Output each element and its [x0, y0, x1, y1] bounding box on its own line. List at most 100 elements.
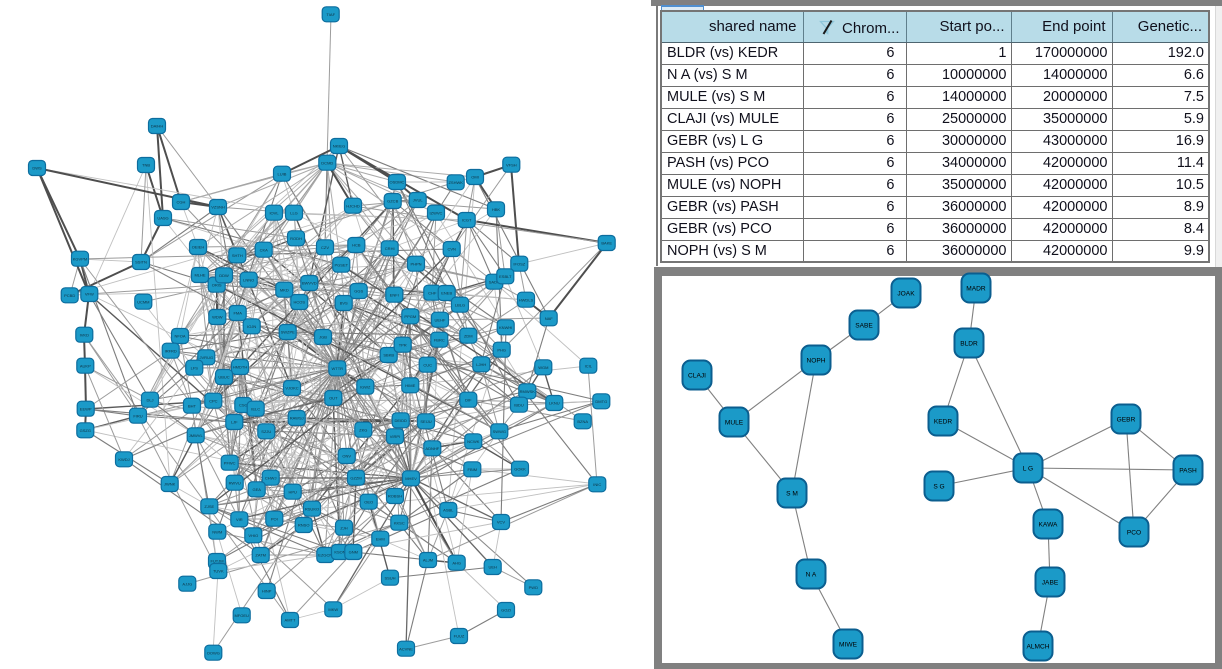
- svg-text:MADR: MADR: [966, 285, 986, 292]
- svg-text:RMWSK: RMWSK: [520, 389, 536, 394]
- svg-text:ICIL: ICIL: [585, 363, 593, 368]
- svg-text:DDW: DDW: [219, 273, 229, 278]
- svg-text:GEA: GEA: [252, 487, 261, 492]
- svg-text:CRHI: CRHI: [385, 246, 395, 251]
- svg-text:MHEV: MHEV: [405, 476, 417, 481]
- svg-text:BVS: BVS: [340, 301, 348, 306]
- svg-text:UEH: UEH: [488, 565, 497, 570]
- svg-text:VIR: VIR: [236, 517, 243, 522]
- svg-text:CSG: CSG: [239, 403, 248, 408]
- svg-text:HMDTH: HMDTH: [233, 365, 248, 370]
- svg-text:GOZI: GOZI: [501, 608, 511, 613]
- svg-text:EHM: EHM: [376, 536, 385, 541]
- svg-text:AMTT: AMTT: [285, 618, 296, 623]
- svg-text:HCB: HCB: [352, 243, 361, 248]
- svg-text:LNNO: LNNO: [243, 277, 254, 282]
- svg-text:SABE: SABE: [855, 322, 873, 329]
- svg-text:LJHH: LJHH: [476, 362, 486, 367]
- svg-text:VCV: VCV: [497, 520, 506, 525]
- svg-text:NCWK: NCWK: [467, 439, 480, 444]
- svg-text:EZGCN: EZGCN: [318, 553, 332, 558]
- svg-text:DIF: DIF: [465, 397, 472, 402]
- svg-text:CUC: CUC: [423, 362, 432, 367]
- svg-text:OOWG: OOWG: [207, 650, 220, 655]
- svg-text:NFOA: NFOA: [174, 334, 185, 339]
- svg-text:NKIEG: NKIEG: [333, 144, 345, 149]
- svg-text:FUUZ: FUUZ: [454, 634, 465, 639]
- svg-text:DWS: DWS: [32, 166, 42, 171]
- svg-text:KNWHI: KNWHI: [499, 325, 512, 330]
- svg-text:ZDM: ZDM: [464, 333, 473, 338]
- svg-text:LJF: LJF: [231, 420, 238, 425]
- svg-text:TNB: TNB: [142, 163, 150, 168]
- svg-text:JOAK: JOAK: [897, 290, 915, 297]
- svg-text:VHIO: VHIO: [248, 533, 258, 538]
- svg-text:PHG: PHG: [497, 347, 506, 352]
- svg-text:CLAJI: CLAJI: [688, 372, 706, 379]
- svg-text:RWVU: RWVU: [229, 480, 241, 485]
- svg-text:JVRUG: JVRUG: [200, 355, 214, 360]
- svg-text:RNSO: RNSO: [298, 523, 310, 528]
- svg-text:DLJ: DLJ: [146, 397, 153, 402]
- svg-text:ROBSH: ROBSH: [388, 494, 402, 499]
- svg-text:VFSH: VFSH: [506, 162, 517, 167]
- svg-text:ACVNE: ACVNE: [399, 646, 413, 651]
- svg-text:ORIS: ORIS: [212, 282, 222, 287]
- svg-text:GSZG: GSZG: [80, 428, 91, 433]
- svg-text:AHG: AHG: [452, 560, 461, 565]
- svg-text:IZWVC: IZWVC: [430, 210, 443, 215]
- svg-text:PFWC: PFWC: [224, 460, 236, 465]
- svg-text:ESBLT: ESBLT: [499, 274, 512, 279]
- svg-text:GZCB: GZCB: [387, 199, 398, 204]
- svg-text:CZV: CZV: [321, 245, 329, 250]
- svg-text:FIRU: FIRU: [133, 413, 142, 418]
- svg-text:PWD: PWD: [529, 585, 538, 590]
- svg-text:LUIB: LUIB: [278, 171, 287, 176]
- svg-text:MFOEU: MFOEU: [234, 613, 249, 618]
- svg-text:NWM: NWM: [212, 529, 222, 534]
- svg-text:MKW: MKW: [328, 607, 338, 612]
- svg-text:LLG: LLG: [290, 210, 298, 215]
- svg-text:HBK: HBK: [492, 207, 501, 212]
- svg-text:ZJSE: ZJSE: [204, 504, 214, 509]
- svg-text:INIC: INIC: [593, 482, 601, 487]
- svg-text:BLDR: BLDR: [960, 340, 978, 347]
- svg-text:FBIM: FBIM: [468, 467, 478, 472]
- svg-text:SADC: SADC: [489, 279, 500, 284]
- svg-text:CGH: CGH: [177, 200, 186, 205]
- svg-text:SHTH: SHTH: [232, 253, 243, 258]
- svg-text:ASBL: ASBL: [443, 508, 454, 513]
- svg-text:LBLG: LBLG: [455, 302, 465, 307]
- svg-text:WDW: WDW: [212, 315, 223, 320]
- svg-text:JVUL: JVUL: [413, 198, 424, 203]
- svg-text:SWWG: SWWG: [493, 429, 506, 434]
- svg-text:ENEB: ENEB: [441, 291, 452, 296]
- svg-text:AUKP: AUKP: [80, 363, 91, 368]
- svg-text:WGM: WGM: [538, 365, 548, 370]
- svg-text:RSUKO: RSUKO: [305, 506, 319, 511]
- svg-text:PASH: PASH: [1179, 467, 1197, 474]
- svg-text:HPU: HPU: [288, 489, 297, 494]
- svg-text:RODH: RODH: [290, 236, 302, 241]
- svg-text:OSDMC: OSDMC: [390, 180, 405, 185]
- svg-text:TUVK: TUVK: [213, 569, 224, 574]
- svg-text:BWVVD: BWVVD: [302, 281, 317, 286]
- svg-text:BHT: BHT: [188, 403, 197, 408]
- svg-text:DCMD: DCMD: [321, 160, 333, 165]
- svg-text:KSON: KSON: [334, 550, 345, 555]
- svg-text:S M: S M: [786, 490, 798, 497]
- svg-text:UASG: UASG: [157, 216, 168, 221]
- svg-text:HIME: HIME: [405, 383, 415, 388]
- svg-text:CVN: CVN: [447, 247, 456, 252]
- svg-text:GOKK: GOKK: [514, 466, 526, 471]
- svg-text:NAF: NAF: [545, 316, 554, 321]
- svg-text:SSITN: SSITN: [135, 260, 147, 265]
- svg-text:IBDU: IBDU: [514, 402, 524, 407]
- svg-text:WTTR: WTTR: [332, 366, 344, 371]
- svg-text:IVKD: IVKD: [80, 332, 89, 337]
- svg-text:PCBD: PCBD: [64, 293, 75, 298]
- svg-text:IRFRD: IRFRD: [165, 348, 177, 353]
- svg-text:JABE: JABE: [1042, 579, 1059, 586]
- svg-text:HJCHD: HJCHD: [346, 203, 360, 208]
- svg-text:JGB: JGB: [319, 335, 327, 340]
